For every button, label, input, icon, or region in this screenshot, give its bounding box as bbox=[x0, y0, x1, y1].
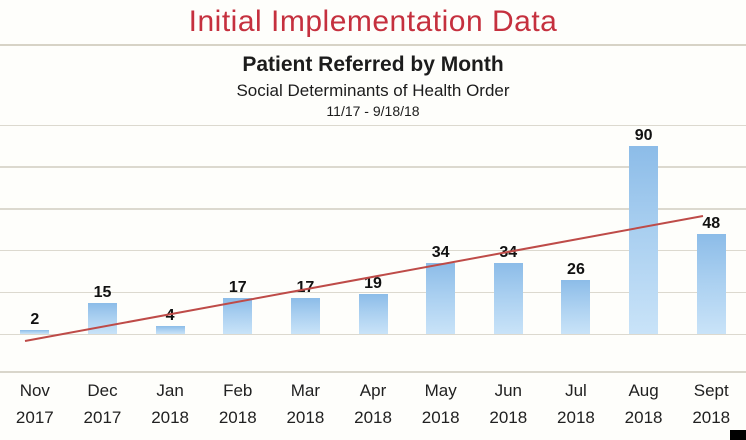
year-label: 2017 bbox=[15, 408, 54, 427]
x-category: Nov 2017 bbox=[1, 380, 69, 429]
year-label: 2018 bbox=[489, 408, 528, 427]
bar bbox=[358, 294, 388, 334]
chart-subtitle: Social Determinants of Health Order bbox=[236, 81, 510, 100]
bar bbox=[87, 302, 117, 334]
x-category: Jun 2018 bbox=[474, 380, 542, 429]
x-category: Apr 2018 bbox=[339, 380, 407, 429]
year-label: 2018 bbox=[692, 408, 731, 427]
year-label: 2018 bbox=[218, 408, 257, 427]
bar-value-label: 15 bbox=[93, 283, 112, 301]
bar-column: 90 bbox=[610, 125, 678, 334]
year-label: 2018 bbox=[557, 408, 595, 427]
bar bbox=[629, 145, 659, 334]
bar bbox=[155, 325, 185, 334]
x-axis-labels: Nov 2017 Dec 2017 Jan 2018 Feb 2018 Mar 2018 Apr 20… bbox=[1, 380, 745, 429]
year-label: 2018 bbox=[151, 408, 190, 427]
month-label: Jul bbox=[565, 381, 587, 400]
bar bbox=[696, 233, 726, 334]
bar-value-label: 2 bbox=[30, 310, 40, 328]
bar-column: 19 bbox=[339, 125, 407, 334]
year-label: 2018 bbox=[624, 408, 663, 427]
bar-columns: 2 15 4 17 17 19 34 34 26 90 48 bbox=[1, 125, 745, 334]
bar-value-label: 17 bbox=[228, 279, 247, 297]
page-title: Initial Implementation Data bbox=[188, 5, 558, 38]
bar-value-label: 90 bbox=[634, 126, 653, 144]
month-label: Aug bbox=[628, 381, 659, 400]
month-label: Apr bbox=[359, 381, 387, 400]
title-divider bbox=[0, 44, 746, 46]
x-category: May 2018 bbox=[407, 380, 475, 429]
gridline bbox=[0, 124, 746, 126]
bar-column: 4 bbox=[136, 125, 204, 334]
x-category: Aug 2018 bbox=[610, 380, 678, 429]
month-label: Nov bbox=[19, 381, 50, 400]
month-label: Mar bbox=[290, 381, 321, 400]
month-label: Sept bbox=[693, 381, 729, 400]
gridline bbox=[0, 208, 746, 210]
x-category: Jan 2018 bbox=[136, 380, 204, 429]
year-label: 2018 bbox=[286, 408, 325, 427]
bar-value-label: 19 bbox=[364, 275, 382, 293]
month-label: Feb bbox=[223, 381, 253, 400]
bar bbox=[426, 262, 456, 334]
bar-value-label: 48 bbox=[702, 214, 721, 232]
year-label: 2018 bbox=[354, 408, 392, 427]
bar bbox=[290, 298, 320, 334]
bar-column: 17 bbox=[272, 125, 340, 334]
bar-column: 17 bbox=[204, 125, 272, 334]
chart-title: Patient Referred by Month bbox=[242, 53, 504, 76]
bar-value-label: 34 bbox=[499, 243, 518, 261]
month-label: Jun bbox=[494, 381, 523, 400]
x-category: Mar 2018 bbox=[272, 380, 340, 429]
bar-value-label: 34 bbox=[431, 243, 450, 261]
bar bbox=[20, 329, 50, 334]
bar-value-label: 26 bbox=[567, 260, 585, 278]
bar-column: 26 bbox=[542, 125, 610, 334]
bar-column: 2 bbox=[1, 125, 69, 334]
month-label: Jan bbox=[156, 381, 184, 400]
bar-column: 15 bbox=[69, 125, 137, 334]
bar-value-label: 4 bbox=[165, 306, 175, 324]
bar bbox=[223, 298, 253, 334]
x-category: Feb 2018 bbox=[204, 380, 272, 429]
corner-artifact bbox=[730, 430, 746, 440]
bar-column: 34 bbox=[474, 125, 542, 334]
x-category: Sept 2018 bbox=[677, 380, 745, 429]
gridline bbox=[0, 166, 746, 168]
year-label: 2017 bbox=[83, 408, 122, 427]
year-label: 2018 bbox=[421, 408, 460, 427]
bar-column: 34 bbox=[407, 125, 475, 334]
bar-value-label: 17 bbox=[296, 279, 315, 297]
x-category: Jul 2018 bbox=[542, 380, 610, 429]
month-label: May bbox=[424, 381, 457, 400]
month-label: Dec bbox=[87, 381, 118, 400]
plot-area: 2 15 4 17 17 19 34 34 26 90 48 bbox=[0, 124, 746, 335]
bar bbox=[561, 279, 591, 334]
bar-column: 48 bbox=[677, 125, 745, 334]
x-axis-line bbox=[0, 371, 746, 373]
x-category: Dec 2017 bbox=[69, 380, 137, 429]
chart-date-range: 11/17 - 9/18/18 bbox=[326, 103, 420, 119]
bar bbox=[493, 262, 523, 334]
